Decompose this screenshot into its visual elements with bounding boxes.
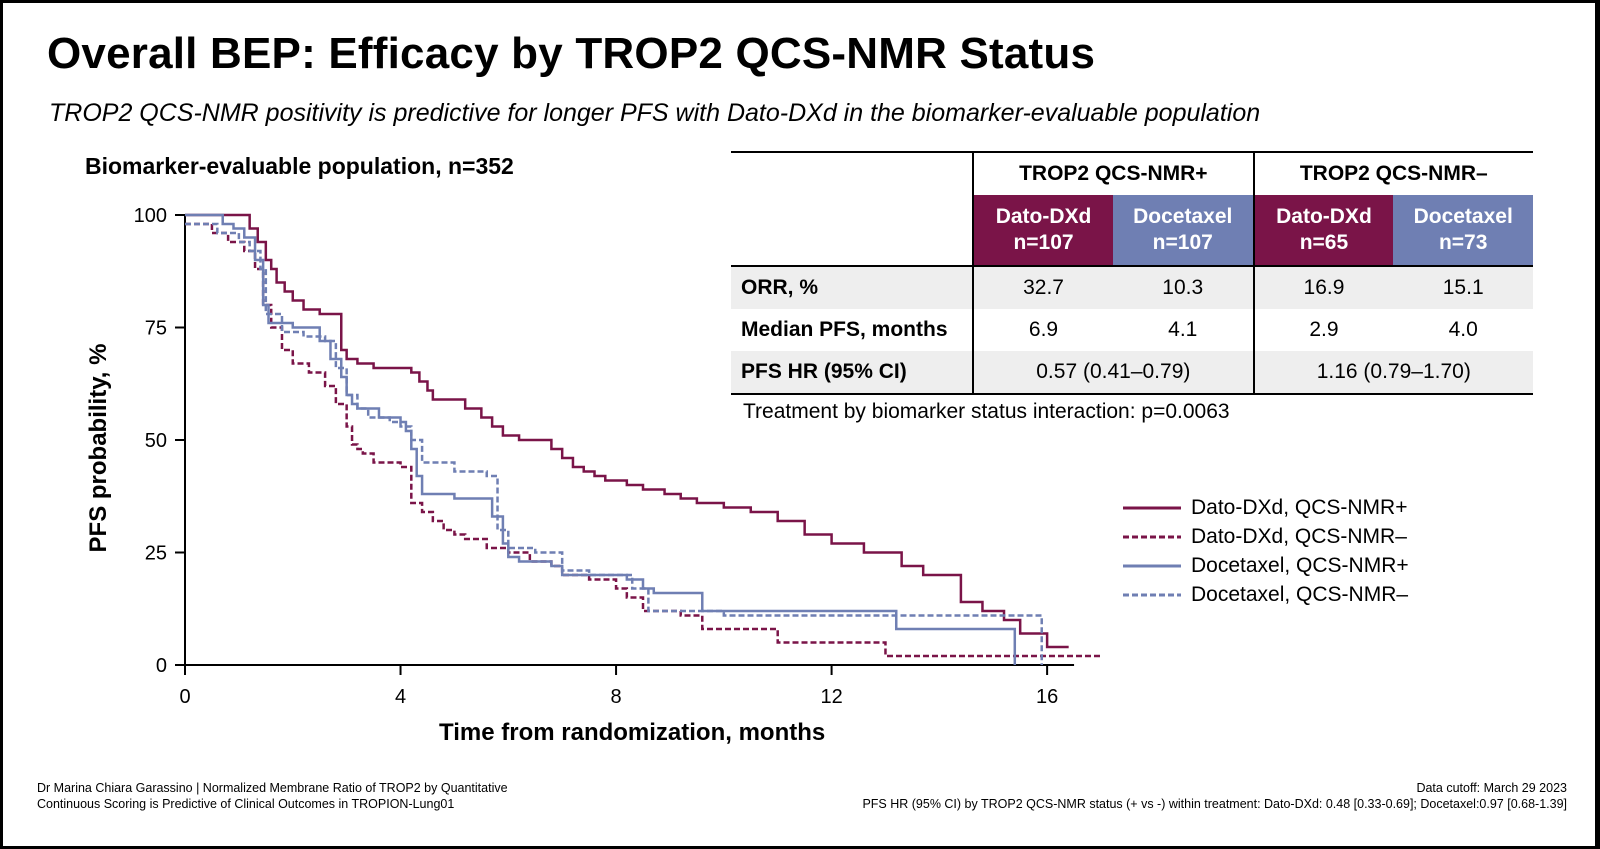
page-title: Overall BEP: Efficacy by TROP2 QCS-NMR S… <box>47 29 1096 78</box>
legend-item: Docetaxel, QCS-NMR+ <box>1123 551 1409 580</box>
x-tick-label: 12 <box>820 686 842 708</box>
footer-notes: Data cutoff: March 29 2023 PFS HR (95% C… <box>862 780 1567 812</box>
km-curve-2 <box>185 222 1101 658</box>
page-subtitle: TROP2 QCS-NMR positivity is predictive f… <box>49 99 1261 127</box>
legend-item: Dato-DXd, QCS-NMR+ <box>1123 493 1409 522</box>
arm-name: Docetaxel <box>1413 205 1513 228</box>
table-cell: 2.9 <box>1252 309 1394 351</box>
arm-header-doce-neg: Docetaxel n=73 <box>1393 195 1533 267</box>
table-cell: 32.7 <box>972 266 1113 309</box>
y-axis-title: PFS probability, % <box>85 343 112 553</box>
legend-item: Docetaxel, QCS-NMR– <box>1123 580 1409 609</box>
population-label: Biomarker-evaluable population, n=352 <box>85 153 514 179</box>
km-chart: 0 25 50 75 100 0 4 8 12 16 <box>134 205 1101 708</box>
arm-name: Dato-DXd <box>1276 205 1372 228</box>
slide: Overall BEP: Efficacy by TROP2 QCS-NMR S… <box>3 3 1595 846</box>
legend-swatch-solid-maroon <box>1123 506 1181 509</box>
km-curve-1 <box>185 213 1069 649</box>
arm-name: Dato-DXd <box>995 205 1092 228</box>
legend-label: Docetaxel, QCS-NMR– <box>1191 582 1409 606</box>
table-row-orr: ORR, % 32.7 10.3 16.9 15.1 <box>731 266 1533 309</box>
efficacy-table: TROP2 QCS-NMR+ TROP2 QCS-NMR– Dato-DXd n… <box>731 151 1533 395</box>
arm-n: n=73 <box>1438 231 1488 254</box>
arm-header-doce-pos: Docetaxel n=107 <box>1112 195 1254 267</box>
arm-n: n=65 <box>1299 231 1349 254</box>
arm-n: n=107 <box>1152 231 1213 254</box>
y-tick-label: 100 <box>134 205 167 227</box>
arm-header-dato-pos: Dato-DXd n=107 <box>972 195 1113 267</box>
table-cell: 10.3 <box>1112 266 1254 309</box>
hr-note: PFS HR (95% CI) by TROP2 QCS-NMR status … <box>862 797 1567 811</box>
row-label: Median PFS, months <box>741 318 948 341</box>
legend-swatch-dashed-maroon <box>1123 535 1181 538</box>
group-header-negative: TROP2 QCS-NMR– <box>1252 151 1533 195</box>
legend-label: Docetaxel, QCS-NMR+ <box>1191 553 1409 577</box>
data-cutoff: Data cutoff: March 29 2023 <box>1416 781 1567 795</box>
x-tick-label: 16 <box>1036 686 1058 708</box>
table-row-hr: PFS HR (95% CI) 0.57 (0.41–0.79) 1.16 (0… <box>731 351 1533 395</box>
table-group-header-row: TROP2 QCS-NMR+ TROP2 QCS-NMR– <box>731 151 1533 195</box>
arm-name: Docetaxel <box>1133 205 1233 228</box>
table-cell: 6.9 <box>972 309 1113 351</box>
legend-swatch-solid-slate <box>1123 564 1181 567</box>
chart-legend: Dato-DXd, QCS-NMR+ Dato-DXd, QCS-NMR– Do… <box>1123 493 1409 609</box>
legend-label: Dato-DXd, QCS-NMR+ <box>1191 495 1408 519</box>
legend-label: Dato-DXd, QCS-NMR– <box>1191 524 1407 548</box>
row-label: ORR, % <box>731 266 974 309</box>
x-tick-label: 0 <box>179 686 190 708</box>
table-cell: 0.57 (0.41–0.79) <box>972 351 1254 395</box>
table-cell: 15.1 <box>1393 266 1533 309</box>
row-label: PFS HR (95% CI) <box>731 351 974 395</box>
y-tick-label: 0 <box>156 655 167 677</box>
table-cell: 16.9 <box>1252 266 1394 309</box>
y-tick-label: 50 <box>145 430 167 452</box>
y-tick-label: 75 <box>145 318 167 340</box>
table-cell: 4.0 <box>1448 318 1478 341</box>
table-cell: 1.16 (0.79–1.70) <box>1252 351 1533 395</box>
km-curve-4 <box>185 222 1043 665</box>
interaction-note: Treatment by biomarker status interactio… <box>743 400 1230 423</box>
x-axis-title: Time from randomization, months <box>439 719 826 746</box>
group-header-positive: TROP2 QCS-NMR+ <box>972 151 1254 195</box>
legend-item: Dato-DXd, QCS-NMR– <box>1123 522 1409 551</box>
arm-n: n=107 <box>1013 231 1074 254</box>
x-tick-label: 4 <box>395 686 406 708</box>
footer-citation: Dr Marina Chiara Garassino | Normalized … <box>37 781 508 811</box>
arm-header-dato-neg: Dato-DXd n=65 <box>1252 195 1394 267</box>
table-arm-header-row: Dato-DXd n=107 Docetaxel n=107 Dato-DXd … <box>731 195 1533 267</box>
x-tick-label: 8 <box>610 686 621 708</box>
table-corner-cell <box>731 151 974 195</box>
y-tick-label: 25 <box>145 543 167 565</box>
table-cell: 4.1 <box>1168 318 1198 341</box>
table-row-median-pfs: Median PFS, months 6.9 4.1 2.9 4.0 <box>731 309 1533 351</box>
legend-swatch-dashed-slate <box>1123 593 1181 596</box>
table-arm-corner-cell <box>731 195 974 267</box>
